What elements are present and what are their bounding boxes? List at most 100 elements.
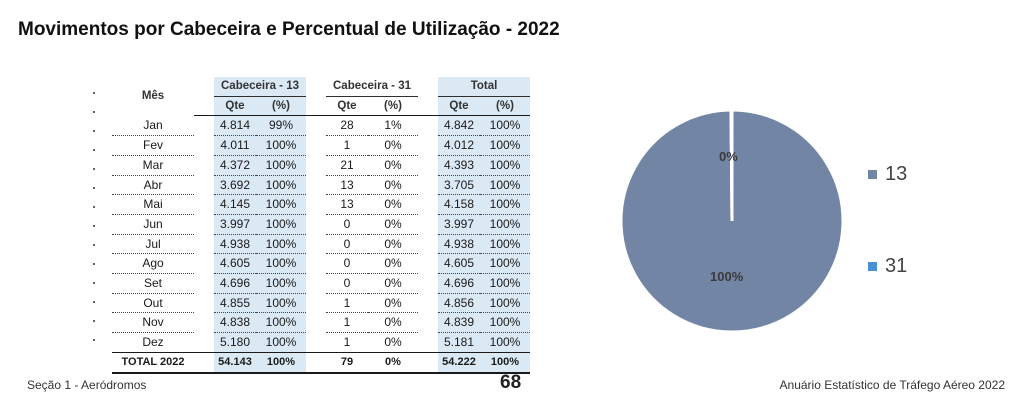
value-cell: 4.814	[214, 115, 256, 137]
table-row: Dez 5.180 100% 1 0% 5.181 100%	[112, 332, 530, 353]
value-cell: 4.855	[214, 293, 256, 314]
bullet-dot	[93, 225, 95, 227]
value-cell: 13	[326, 194, 368, 215]
value-cell: 0%	[368, 135, 418, 156]
sub-header-pct: (%)	[368, 96, 418, 117]
group-header-total: Total	[438, 77, 530, 97]
value-cell: 100%	[480, 155, 530, 176]
value-cell: 21	[326, 155, 368, 176]
bullet-dot	[93, 187, 95, 189]
value-cell: 4.393	[438, 155, 480, 176]
bullet-dot	[93, 130, 95, 132]
month-cell: Out	[112, 293, 194, 314]
legend-swatch-31	[868, 262, 877, 272]
value-cell: 0%	[368, 234, 418, 255]
value-cell: 0%	[368, 293, 418, 314]
value-cell: 0%	[368, 175, 418, 196]
pie-label-31: 0%	[719, 149, 738, 164]
value-cell: 5.181	[438, 332, 480, 353]
value-cell: 0%	[368, 253, 418, 275]
month-cell: Jun	[112, 214, 194, 235]
value-cell: 100%	[256, 351, 306, 374]
value-cell: 100%	[256, 234, 306, 255]
legend-label-13: 13	[885, 163, 908, 186]
value-cell: 4.856	[438, 293, 480, 314]
value-cell: 100%	[480, 234, 530, 255]
value-cell: 3.692	[214, 175, 256, 196]
value-cell: 0%	[368, 332, 418, 353]
value-cell: 100%	[256, 214, 306, 235]
value-cell: 4.938	[438, 234, 480, 255]
value-cell: 100%	[480, 214, 530, 235]
sub-header-qte: Qte	[214, 96, 256, 117]
table-row: Jun 3.997 100% 0 0% 3.997 100%	[112, 214, 530, 235]
mes-header: Mês	[141, 90, 165, 103]
value-cell: 3.997	[214, 214, 256, 235]
bullet-dot	[93, 263, 95, 265]
bullet-dot	[93, 282, 95, 284]
value-cell: 100%	[480, 253, 530, 275]
table-row: Nov 4.838 100% 1 0% 4.839 100%	[112, 312, 530, 334]
value-cell: 4.605	[438, 253, 480, 275]
value-cell: 100%	[256, 135, 306, 156]
value-cell: 3.997	[438, 214, 480, 235]
value-cell: 28	[326, 115, 368, 137]
footer-publication: Anuário Estatístico de Tráfego Aéreo 202…	[779, 378, 1005, 392]
value-cell: 0	[326, 273, 368, 294]
value-cell: 4.839	[438, 312, 480, 334]
month-cell: TOTAL 2022	[112, 351, 194, 374]
value-cell: 100%	[480, 175, 530, 196]
table-row: Jul 4.938 100% 0 0% 4.938 100%	[112, 234, 530, 255]
value-cell: 100%	[480, 351, 530, 374]
value-cell: 4.145	[214, 194, 256, 215]
value-cell: 4.696	[438, 273, 480, 294]
value-cell: 4.012	[438, 135, 480, 156]
value-cell: 4.696	[214, 273, 256, 294]
value-cell: 100%	[256, 194, 306, 215]
bullet-dot	[93, 301, 95, 303]
table-row: Set 4.696 100% 0 0% 4.696 100%	[112, 273, 530, 294]
value-cell: 54.222	[438, 351, 480, 374]
value-cell: 100%	[256, 155, 306, 176]
value-cell: 0	[326, 214, 368, 235]
legend-item-13: 13	[868, 163, 907, 186]
bullet-dot	[93, 111, 95, 113]
value-cell: 100%	[480, 293, 530, 314]
sub-header-pct: (%)	[480, 96, 530, 117]
value-cell: 0%	[368, 214, 418, 235]
movements-table: Mês Cabeceira - 13 Cabeceira - 31 Total …	[112, 77, 530, 374]
value-cell: 3.705	[438, 175, 480, 196]
bullet-dot	[93, 149, 95, 151]
month-cell: Mai	[112, 194, 194, 215]
bullet-dot	[93, 320, 95, 322]
pie-label-13: 100%	[710, 269, 744, 284]
month-cell: Jul	[112, 234, 194, 255]
value-cell: 100%	[480, 115, 530, 137]
legend-item-31: 31	[868, 255, 907, 278]
sub-header-qte: Qte	[326, 96, 368, 117]
bullet-dot	[93, 244, 95, 246]
legend-label-31: 31	[885, 255, 908, 278]
value-cell: 13	[326, 175, 368, 196]
value-cell: 1%	[368, 115, 418, 137]
value-cell: 0%	[368, 194, 418, 215]
table-row: Jan 4.814 99% 28 1% 4.842 100%	[112, 115, 530, 137]
pie-svg	[619, 108, 845, 334]
value-cell: 4.605	[214, 253, 256, 275]
value-cell: 54.143	[214, 351, 256, 374]
table-row: Ago 4.605 100% 0 0% 4.605 100%	[112, 253, 530, 275]
value-cell: 100%	[480, 273, 530, 294]
value-cell: 99%	[256, 115, 306, 137]
month-cell: Jan	[112, 115, 194, 137]
value-cell: 100%	[256, 175, 306, 196]
value-cell: 0%	[368, 155, 418, 176]
month-cell: Ago	[112, 253, 194, 275]
legend-swatch-13	[868, 170, 877, 180]
value-cell: 4.838	[214, 312, 256, 334]
value-cell: 100%	[480, 135, 530, 156]
bullet-dot	[93, 168, 95, 170]
month-cell: Dez	[112, 332, 194, 353]
month-cell: Fev	[112, 135, 194, 156]
pie-slice-31	[729, 108, 734, 222]
value-cell: 100%	[256, 332, 306, 353]
